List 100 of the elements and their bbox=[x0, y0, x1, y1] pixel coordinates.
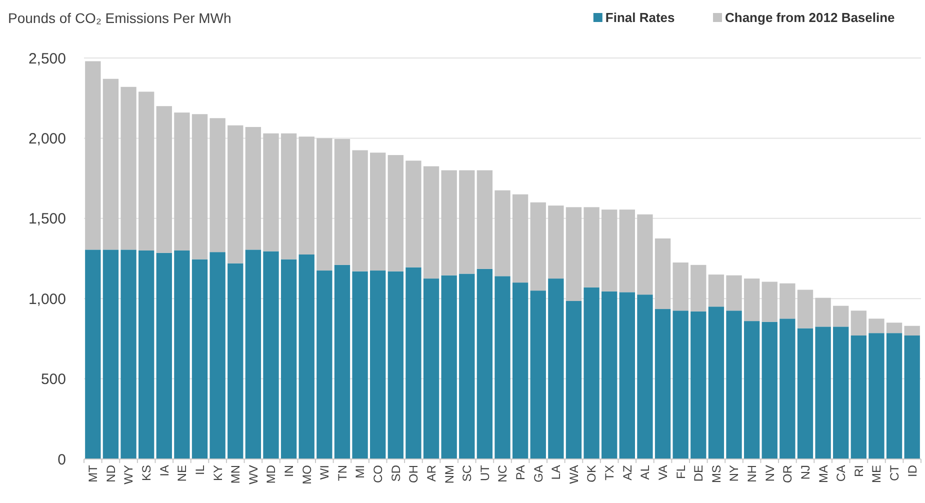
bar bbox=[690, 311, 706, 459]
bar bbox=[815, 326, 831, 459]
bar bbox=[708, 306, 724, 459]
x-tick-label: WI bbox=[318, 465, 332, 480]
x-tick-label: ME bbox=[870, 465, 884, 483]
bar bbox=[192, 259, 208, 459]
bar bbox=[370, 152, 386, 271]
bar bbox=[245, 250, 262, 459]
bar bbox=[850, 335, 867, 459]
bar bbox=[120, 250, 136, 459]
bar bbox=[228, 125, 244, 264]
bar bbox=[138, 250, 154, 459]
bar bbox=[298, 254, 314, 459]
bar bbox=[672, 262, 688, 311]
bar bbox=[156, 106, 172, 253]
bar bbox=[708, 274, 724, 307]
bar bbox=[726, 275, 742, 311]
x-tick-label: GA bbox=[531, 465, 546, 482]
x-tick-label: MA bbox=[816, 465, 830, 483]
bar bbox=[833, 326, 849, 459]
x-tick-label: MD bbox=[264, 464, 278, 484]
bar bbox=[602, 291, 618, 459]
bar bbox=[388, 155, 404, 272]
y-tick-label: 0 bbox=[58, 451, 66, 468]
bar bbox=[494, 190, 510, 276]
x-tick-label: AR bbox=[424, 464, 438, 482]
bar bbox=[833, 306, 849, 327]
bar bbox=[584, 287, 600, 459]
bar bbox=[298, 136, 314, 254]
bar bbox=[886, 322, 902, 334]
bar bbox=[228, 263, 244, 459]
x-tick-label: KY bbox=[210, 465, 225, 482]
x-tick-label: NM bbox=[442, 465, 456, 484]
bar bbox=[512, 194, 528, 283]
x-tick-label: ND bbox=[104, 464, 118, 482]
x-tick-label: NH bbox=[745, 465, 760, 482]
bar bbox=[850, 310, 867, 336]
x-tick-label: OR bbox=[780, 464, 795, 483]
bar bbox=[102, 78, 119, 250]
x-tick-label: RI bbox=[852, 465, 866, 477]
bar bbox=[192, 114, 208, 260]
bar bbox=[316, 138, 332, 271]
x-tick-label: AL bbox=[638, 464, 652, 480]
bar bbox=[780, 283, 796, 319]
bar bbox=[138, 92, 154, 250]
bar bbox=[797, 290, 814, 328]
bar bbox=[85, 61, 101, 250]
x-tick-label: MI bbox=[353, 465, 368, 478]
bar bbox=[441, 275, 457, 459]
bar bbox=[280, 133, 297, 260]
bar bbox=[102, 250, 119, 459]
bar bbox=[476, 170, 493, 269]
bar bbox=[904, 335, 920, 459]
x-tick-label: NC bbox=[496, 464, 510, 482]
bar bbox=[530, 290, 546, 459]
bar bbox=[406, 160, 422, 268]
x-tick-label: IA bbox=[157, 465, 172, 476]
bar bbox=[654, 238, 671, 310]
y-tick-label: 500 bbox=[40, 371, 66, 388]
bar bbox=[263, 133, 279, 252]
bar bbox=[637, 214, 653, 295]
bar bbox=[762, 322, 778, 459]
bar bbox=[156, 252, 172, 459]
y-tick-label: 2,000 bbox=[28, 130, 66, 148]
bar bbox=[423, 166, 440, 279]
x-tick-label: PA bbox=[514, 465, 528, 480]
x-tick-label: MO bbox=[300, 465, 314, 484]
x-tick-label: NE bbox=[175, 465, 190, 482]
x-tick-label: LA bbox=[549, 465, 564, 480]
bar bbox=[459, 170, 475, 274]
x-tick-label: CO bbox=[371, 465, 386, 483]
bar bbox=[210, 118, 226, 252]
bar bbox=[868, 333, 884, 459]
bar bbox=[566, 301, 582, 459]
bar bbox=[174, 112, 190, 250]
bar bbox=[548, 206, 564, 279]
bar bbox=[672, 310, 688, 459]
x-tick-label: SC bbox=[460, 464, 474, 482]
x-tick-label: OK bbox=[584, 465, 599, 482]
x-tick-label: KS bbox=[140, 465, 154, 482]
bar bbox=[352, 271, 368, 459]
bar bbox=[815, 298, 831, 327]
x-tick-label: IN bbox=[282, 465, 296, 477]
x-tick-label: DE bbox=[692, 465, 706, 482]
bar bbox=[370, 270, 386, 459]
bar bbox=[654, 309, 671, 459]
bar bbox=[334, 139, 350, 265]
y-tick-label: 1,000 bbox=[28, 290, 66, 308]
bar bbox=[566, 207, 582, 302]
bar bbox=[423, 278, 440, 459]
bar bbox=[726, 310, 742, 459]
bar bbox=[512, 282, 528, 459]
bar bbox=[744, 321, 760, 459]
y-axis-title: Pounds of CO₂ Emissions Per MWh bbox=[8, 10, 232, 26]
bar bbox=[245, 126, 262, 250]
x-tick-label: TN bbox=[335, 465, 350, 481]
x-tick-label: CA bbox=[834, 465, 848, 482]
x-tick-label: UT bbox=[478, 464, 492, 481]
x-tick-label: WY bbox=[122, 465, 136, 484]
legend-label: Final Rates bbox=[605, 10, 675, 25]
